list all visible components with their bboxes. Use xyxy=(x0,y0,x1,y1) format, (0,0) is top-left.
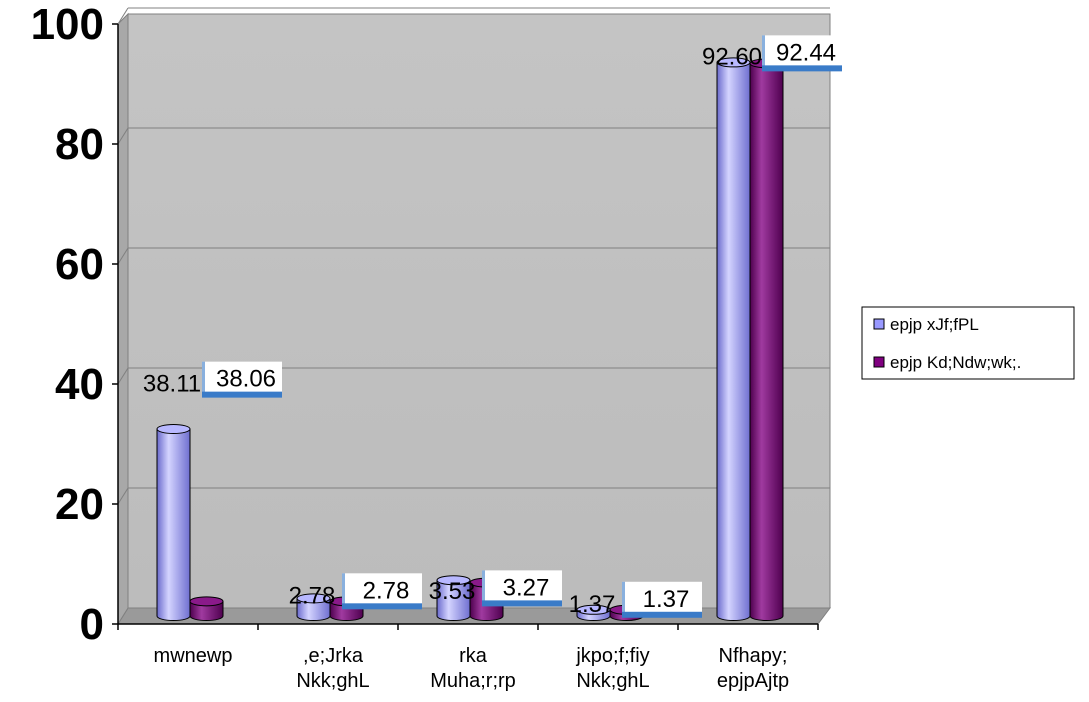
data-label-edge xyxy=(482,570,485,605)
data-label-series-1-group: 92.44 xyxy=(762,35,842,72)
x-tick-label: Nkk;ghL xyxy=(576,670,649,692)
x-axis-ticks: mwnewp ,e;Jrka Nkk;ghL rka Muha;r;rp jkpo;f;f… xyxy=(117,624,819,692)
bar-series-0 xyxy=(716,57,751,621)
data-label-series-1: 2.78 xyxy=(363,577,410,604)
data-label-box xyxy=(202,361,282,396)
x-tick-label: Muha;r;rp xyxy=(430,670,516,692)
data-label-series-0: 1.37 xyxy=(569,591,616,618)
data-label-box xyxy=(622,581,702,616)
data-labels: 38.11 38.06 2.78 2.78 3.53 3.27 1.37 1.37 92.60 9… xyxy=(143,35,842,618)
bar-series-1 xyxy=(189,596,224,621)
y-tick-label: 40 xyxy=(55,360,104,409)
data-label-series-1-group: 1.37 xyxy=(622,581,702,618)
data-label-edge xyxy=(342,573,345,608)
bar-body xyxy=(716,61,751,621)
bar-cap xyxy=(436,575,471,586)
data-label-underline xyxy=(762,65,842,72)
data-label-series-1: 92.44 xyxy=(776,39,836,66)
bar-series-0 xyxy=(296,593,331,621)
data-label-box xyxy=(762,35,842,70)
legend-swatch-series-1 xyxy=(873,356,885,368)
data-label-series-1: 3.27 xyxy=(503,574,550,601)
data-label-box xyxy=(482,570,562,605)
y-tick-label: 80 xyxy=(55,120,104,169)
x-tick-label: epjpAjtp xyxy=(717,670,789,692)
x-tick-label: Nkk;ghL xyxy=(296,670,369,692)
data-label-series-1-group: 38.06 xyxy=(202,361,282,398)
data-label-underline xyxy=(622,611,702,618)
bar-body xyxy=(189,600,224,621)
x-tick-label: Nfhapy; xyxy=(719,645,788,667)
bar-cap xyxy=(296,593,331,604)
bar-series-0 xyxy=(436,575,471,621)
legend-label-series-1: epjp Kd;Ndw;wk;. xyxy=(890,353,1021,372)
legend-swatch-series-0 xyxy=(873,318,885,330)
data-label-series-1-group: 2.78 xyxy=(342,573,422,610)
data-label-series-0: 3.53 xyxy=(429,578,476,605)
data-label-box xyxy=(342,573,422,608)
x-tick-label: ,e;Jrka xyxy=(303,645,364,667)
data-label-series-0: 92.60 xyxy=(702,43,762,70)
data-label-series-1-group: 3.27 xyxy=(482,570,562,607)
y-tick-label: 20 xyxy=(55,480,104,529)
data-label-edge xyxy=(622,581,625,616)
data-label-underline xyxy=(482,600,562,607)
bar-series-0 xyxy=(156,424,191,621)
legend: epjp xJf;fPL epjp Kd;Ndw;wk;. xyxy=(861,306,1075,380)
data-label-underline xyxy=(342,603,422,610)
gridline-side xyxy=(117,487,129,505)
bar-body xyxy=(749,62,784,621)
y-axis-ticks: 0 20 40 60 80 100 xyxy=(31,0,118,649)
bar-cap xyxy=(156,424,191,434)
gridline-side xyxy=(117,7,129,25)
bar-cap xyxy=(189,596,224,607)
data-label-series-0: 2.78 xyxy=(289,582,336,609)
y-tick-label: 100 xyxy=(31,0,104,49)
plot-side-wall xyxy=(117,12,129,626)
y-tick-label: 60 xyxy=(55,240,104,289)
legend-box xyxy=(861,306,1075,380)
data-label-underline xyxy=(202,391,282,398)
data-label-series-1: 38.06 xyxy=(216,366,276,393)
bar-series-0 xyxy=(576,604,611,621)
gridlines xyxy=(117,7,830,505)
gridline-side xyxy=(117,247,129,265)
data-label-series-1: 1.37 xyxy=(643,586,690,613)
data-label-edge xyxy=(762,35,765,70)
x-tick-label: mwnewp xyxy=(154,645,233,667)
bars-group xyxy=(156,57,784,621)
bar-series-1 xyxy=(749,58,784,621)
bar-body xyxy=(156,428,191,621)
x-tick-label: jkpo;f;fiy xyxy=(575,645,649,667)
x-tick-label: rka xyxy=(459,645,488,667)
gridline-side xyxy=(117,127,129,145)
legend-label-series-0: epjp xJf;fPL xyxy=(890,315,979,334)
data-label-series-0: 38.11 xyxy=(143,370,201,397)
gridline-side xyxy=(117,367,129,385)
data-label-edge xyxy=(202,361,205,396)
y-tick-label: 0 xyxy=(80,600,104,649)
